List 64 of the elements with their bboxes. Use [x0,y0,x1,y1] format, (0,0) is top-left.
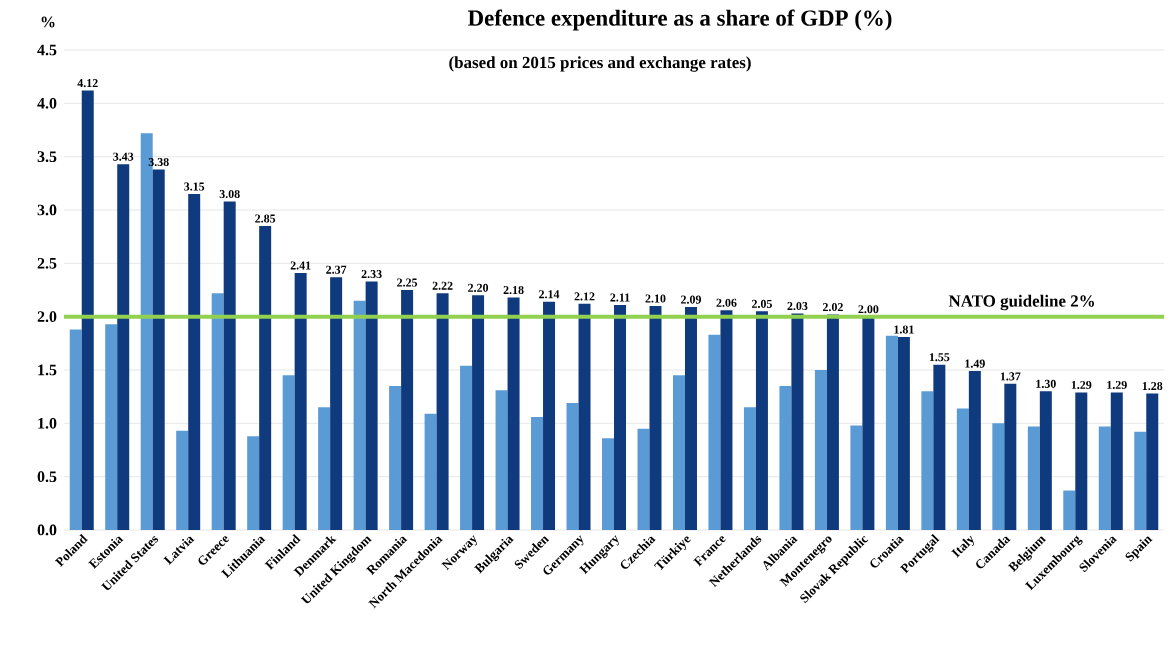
bar [259,226,272,530]
bar [1075,392,1088,530]
bar [826,314,839,530]
chart-subtitle: (based on 2015 prices and exchange rates) [449,56,751,72]
bar [69,329,82,530]
bar [850,425,863,530]
bar [495,390,508,530]
bar [1134,431,1147,530]
bar [684,307,697,530]
bar [436,293,449,530]
bar [1027,426,1040,530]
bar [755,311,768,530]
bar [1098,426,1111,530]
bar [1039,391,1052,530]
bar [472,295,485,530]
bar [223,201,236,530]
bar [318,407,331,530]
bar [424,413,437,530]
bar [152,169,165,530]
bar [1063,490,1076,530]
bar [743,407,756,530]
bar [956,408,969,530]
bar [921,391,934,530]
bar [105,324,118,530]
bar [543,301,556,530]
bar [933,364,946,530]
bar [211,293,224,530]
bar [614,304,627,530]
bar [708,334,721,530]
bar [176,430,189,530]
bar [791,313,804,530]
bar [814,370,827,530]
bar [602,438,615,530]
bar [531,416,544,530]
bar [353,300,366,530]
bar [1004,383,1017,530]
bar [1146,393,1159,530]
bar [649,306,662,530]
bar [401,290,414,530]
chart-title: Defence expenditure as a share of GDP (%) [467,9,892,31]
bar [578,303,591,530]
bar [637,428,650,530]
bar [992,423,1005,530]
bar [247,436,260,530]
bar [1110,392,1123,530]
bar [885,335,898,530]
bar [968,371,981,530]
bar [117,164,130,530]
bar [897,336,910,530]
bar [81,90,94,530]
bar [720,310,733,530]
bar [330,277,343,530]
bar [389,386,402,530]
ref-line-label: NATO guideline 2% [948,294,1095,311]
bar [282,375,295,530]
bar [862,316,875,530]
bar [779,386,792,530]
bar [507,297,520,530]
bar [460,365,473,530]
bar [672,375,685,530]
bar [188,194,201,530]
bar [365,281,378,530]
bar [294,272,307,530]
bar [566,403,579,530]
